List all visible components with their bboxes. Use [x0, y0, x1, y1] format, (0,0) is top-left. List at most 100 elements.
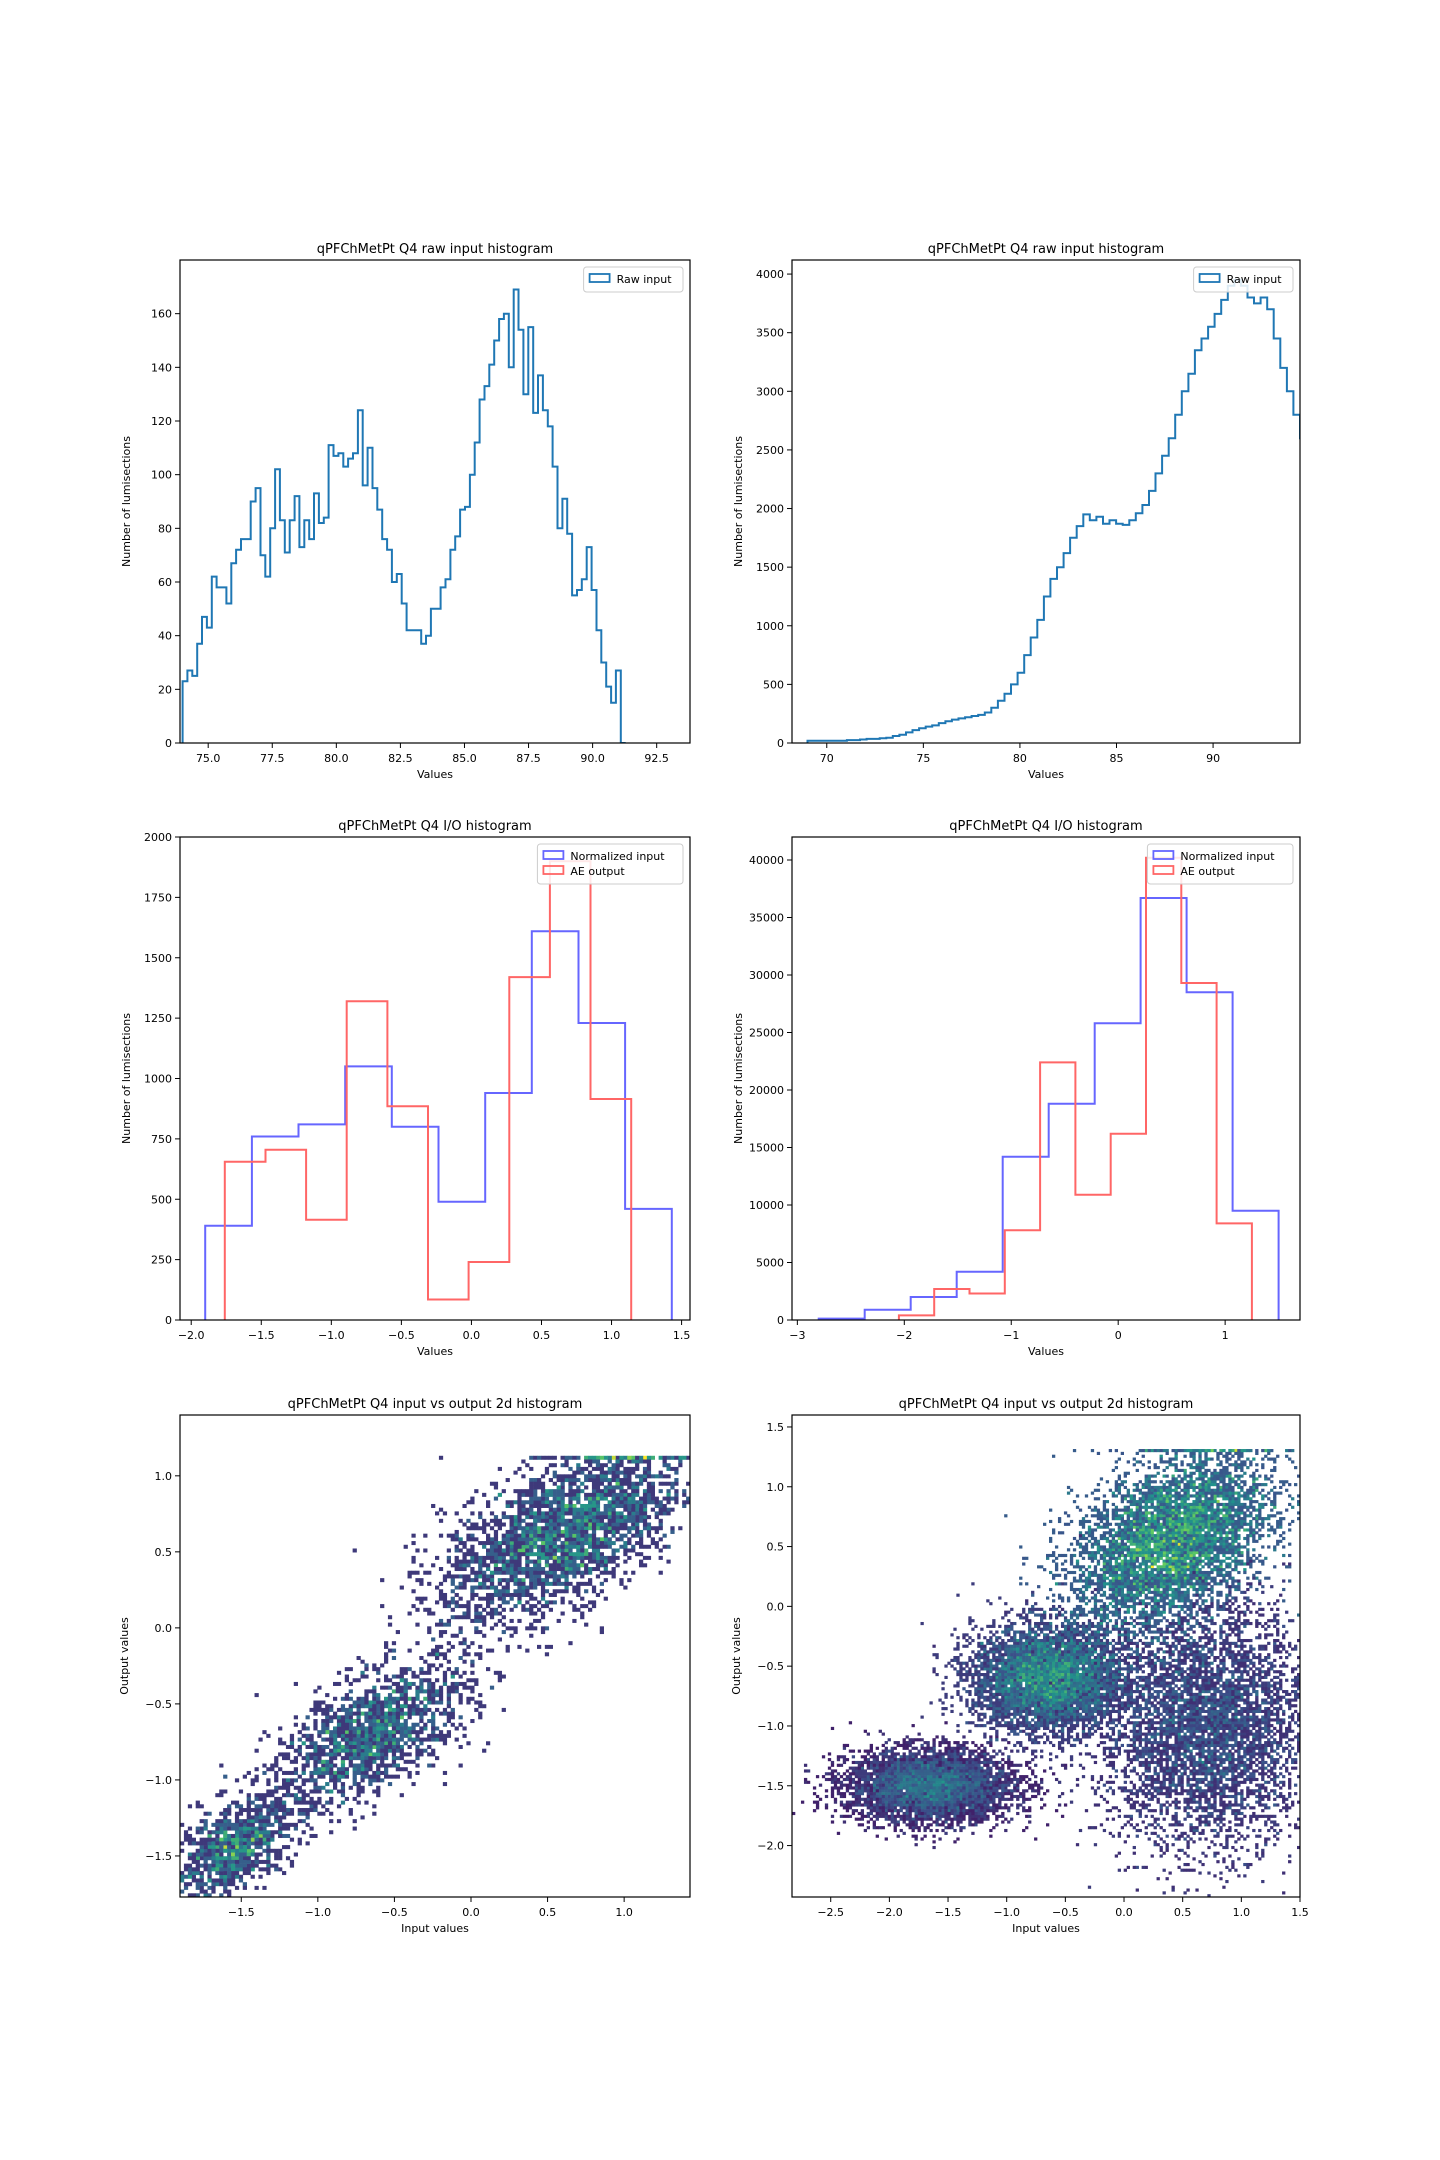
heatmap-cell — [470, 1689, 475, 1694]
heatmap-cell — [215, 1845, 220, 1850]
heatmap-cell — [929, 1775, 933, 1779]
heatmap-cell — [529, 1607, 534, 1612]
heatmap-cell — [266, 1859, 271, 1864]
heatmap-cell — [180, 1841, 185, 1846]
heatmap-cell — [360, 1785, 365, 1790]
heatmap-cell — [529, 1541, 534, 1546]
heatmap-cell — [399, 1756, 404, 1761]
heatmap-cell — [875, 1758, 879, 1762]
heatmap-cell — [588, 1600, 593, 1605]
heatmap-cell — [884, 1809, 888, 1813]
heatmap-cell — [525, 1592, 530, 1597]
heatmap-cell — [899, 1800, 903, 1804]
heatmap-cell — [588, 1567, 593, 1572]
heatmap-cell — [403, 1681, 408, 1686]
heatmap-cell — [591, 1511, 597, 1516]
heatmap-cell — [666, 1474, 671, 1479]
heatmap-cell — [313, 1808, 318, 1813]
heatmap-cell — [584, 1552, 589, 1557]
heatmap-cell — [399, 1704, 404, 1709]
heatmap-cell — [215, 1837, 220, 1842]
heatmap-cell — [282, 1778, 287, 1783]
heatmap-cell — [438, 1663, 444, 1668]
heatmap-cell — [478, 1704, 483, 1709]
heatmap-cell — [289, 1782, 295, 1787]
heatmap-cell — [635, 1459, 640, 1464]
heatmap-cell — [854, 1797, 859, 1801]
heatmap-cell — [399, 1726, 404, 1731]
heatmap-cell — [446, 1667, 451, 1672]
heatmap-cell — [929, 1811, 933, 1816]
heatmap-cell — [462, 1503, 467, 1508]
heatmap-cell — [666, 1500, 671, 1505]
heatmap-cell — [203, 1889, 208, 1894]
heatmap-cell — [595, 1526, 601, 1531]
heatmap-cell — [203, 1841, 208, 1846]
heatmap-cell — [935, 1780, 939, 1784]
heatmap-cell — [501, 1578, 506, 1583]
y-tick-label: 100 — [151, 469, 172, 482]
heatmap-cell — [989, 1661, 993, 1665]
heatmap-cell — [340, 1770, 346, 1775]
heatmap-cell — [262, 1867, 267, 1872]
heatmap-cell — [442, 1678, 448, 1683]
heatmap-cell — [1004, 1687, 1008, 1691]
heatmap-cell — [881, 1783, 885, 1787]
heatmap-cell — [227, 1826, 232, 1831]
heatmap-cell — [387, 1615, 393, 1620]
heatmap-cell — [474, 1604, 479, 1609]
heatmap-cell — [830, 1777, 835, 1782]
heatmap-cell — [623, 1522, 628, 1527]
heatmap-cell — [682, 1455, 687, 1460]
heatmap-cell — [938, 1760, 942, 1765]
heatmap-cell — [438, 1693, 444, 1698]
heatmap-cell — [1051, 1658, 1056, 1662]
heatmap-cell — [325, 1808, 330, 1813]
heatmap-cell — [686, 1481, 690, 1486]
heatmap-cell — [923, 1809, 927, 1813]
heatmap-cell — [950, 1820, 954, 1824]
heatmap-cell — [986, 1653, 990, 1657]
heatmap-cell — [423, 1659, 428, 1664]
heatmap-cell — [1001, 1766, 1005, 1770]
heatmap-cell — [920, 1792, 924, 1796]
heatmap-cell — [611, 1470, 616, 1475]
heatmap-cell — [321, 1730, 326, 1735]
heatmap-cell — [387, 1711, 393, 1716]
heatmap-cell — [646, 1489, 652, 1494]
heatmap-cell — [489, 1552, 495, 1557]
heatmap-cell — [399, 1674, 404, 1679]
heatmap-cell — [317, 1811, 322, 1816]
heatmap-cell — [974, 1749, 978, 1753]
heatmap-cell — [899, 1783, 903, 1787]
heatmap-cell — [986, 1814, 990, 1818]
heatmap-cell — [1066, 1715, 1071, 1719]
heatmap-cell — [572, 1589, 577, 1594]
heatmap-cell — [920, 1820, 924, 1824]
heatmap-cell — [989, 1809, 993, 1813]
heatmap-cell — [250, 1782, 255, 1787]
heatmap-cell — [860, 1783, 865, 1787]
heatmap-cell — [556, 1589, 561, 1594]
heatmap-cell — [317, 1685, 322, 1690]
heatmap-cell — [462, 1552, 467, 1557]
heatmap-cell — [923, 1789, 927, 1793]
heatmap-cell — [611, 1555, 616, 1560]
heatmap-cell — [974, 1783, 978, 1787]
heatmap-cell — [423, 1726, 428, 1731]
heatmap-cell — [932, 1845, 936, 1850]
heatmap-cell — [423, 1670, 428, 1675]
heatmap-cell — [395, 1681, 400, 1686]
heatmap-cell — [293, 1748, 298, 1753]
heatmap-cell — [875, 1817, 879, 1821]
heatmap-cell — [254, 1885, 259, 1890]
heatmap-cell — [340, 1763, 346, 1768]
heatmap-cell — [474, 1555, 479, 1560]
heatmap-cell — [827, 1752, 832, 1756]
heatmap-cell — [482, 1492, 487, 1497]
heatmap-cell — [329, 1704, 334, 1709]
heatmap-cell — [588, 1470, 593, 1475]
heatmap-cell — [947, 1766, 951, 1770]
heatmap-cell — [552, 1555, 557, 1560]
heatmap-cell — [1019, 1803, 1023, 1807]
